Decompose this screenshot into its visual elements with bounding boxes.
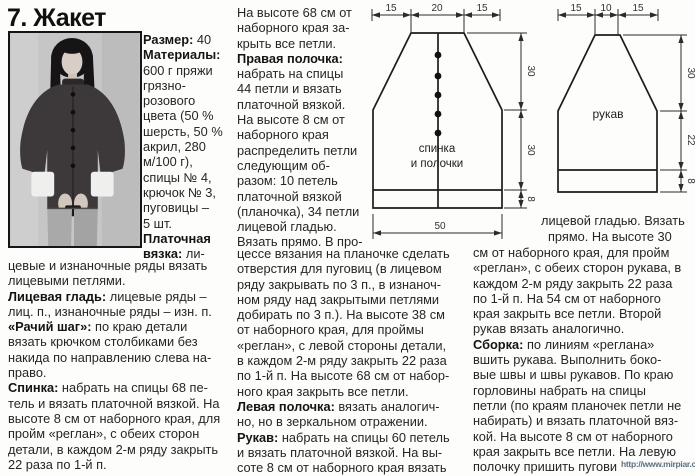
sleeve-dim-right-1: 30 [685,67,695,79]
crab-stitch-label: «Рачий шаг»: [8,319,92,335]
body-dim-top-mid: 20 [431,3,443,14]
face [61,48,83,76]
body-dim-arrows [372,12,524,236]
sleeve-dim-lines [557,9,687,193]
sleeve-and-assembly-block: см от наборного края, для пройм «реглан»… [473,245,692,474]
stockinette-label: Лицевая гладь: [8,288,107,304]
materials-block: Размер: 40 Материалы: 600 г пряжи грязно… [143,32,244,261]
sleeve-dim-right-2: 22 [685,134,695,146]
cuff-left [31,171,55,197]
back-label: Спинка: [8,380,59,396]
sleeve-cont-line1: лицевой гладью. Вязать [541,213,685,228]
size-value: 40 [196,32,212,47]
body-dim-top-right: 15 [476,3,488,14]
left-front-text: вязать аналогич- но, но в зеркальном отр… [237,398,440,430]
materials-label: Материалы: [143,47,221,63]
crab-stitch-text: по краю детали вязать крючком столбиками… [8,319,212,381]
body-dim-bottom: 50 [434,221,446,232]
sleeve-schematic-outline [557,34,658,193]
jacket-photo [8,31,142,248]
cuff-right [90,171,114,197]
sleeve-dim-top-mid: 10 [600,3,612,14]
assembly-text: по линиям «реглана» вшить рукава. Выполн… [473,336,682,475]
page-title: 7. Жакет [7,4,106,32]
body-dim-top-left: 15 [385,3,397,14]
back-text: набрать на спицы 68 пе- тель и вязать пл… [8,380,221,472]
right-front-text: набрать на спицы 44 петли и вязать плато… [237,66,363,250]
body-dim-right-1: 30 [525,65,536,77]
body-schematic-outline [372,32,503,209]
stitch-and-back-block: цевые и изнаночные ряды вязать лицевыми … [8,258,236,472]
watermark-url: http://www.mirpiar.com [620,459,695,469]
sleeve-schematic-label: рукав [592,107,623,121]
garter-stitch-start: ли- [182,246,205,262]
materials-text: 600 г пряжи грязно- розового цвета (50 %… [143,62,223,231]
body-schematic-label-2: и полочки [411,158,463,170]
body-dim-lines [371,9,527,239]
stockinette-text: лицевые ряды – лиц. п., изнаночные ряды … [8,288,212,319]
sleeve-dim-top-left: 15 [570,3,582,14]
body-dim-right-3: 8 [525,196,536,202]
right-front-wide-text: цессе вязания на планочке сделать отверс… [237,246,450,399]
sleeve-label: Рукав: [237,429,279,445]
button-dots [434,51,442,137]
jeans [47,208,73,246]
right-front-block: На высоте 68 см от наборного края за- кр… [237,5,373,250]
sleeve-dim-top-right: 15 [632,3,644,14]
fronts-and-sleeve-block: цессе вязания на планочке сделать отверс… [237,246,458,475]
sleeve-text: набрать на спицы 60 петель и вязать плат… [237,429,450,476]
garter-stitch-label: Платочная вязка: [143,230,211,262]
sleeve-cont-line2: прямо. На высоте 30 [548,229,672,244]
garter-stitch-cont: цевые и изнаночные ряды вязать лицевыми … [8,258,208,289]
assembly-label: Сборка: [473,336,524,352]
left-front-label: Левая полочка: [237,398,335,414]
back-end-text: На высоте 68 см от наборного края за- кр… [237,5,352,51]
jacket-photo-graphic [10,33,140,246]
right-front-label: Правая полочка: [237,50,343,66]
sleeve-dim-right-3: 8 [685,178,695,184]
sleeve-cont-text: см от наборного края, для пройм «реглан»… [473,245,682,337]
body-dim-right-2: 30 [525,144,536,156]
sleeve-dim-arrows [558,12,684,192]
size-label: Размер: [143,32,194,47]
body-schematic-label-1: спинка [419,143,456,155]
schematics-drawing: 15 20 15 30 30 8 50 спинка и полочки 15 … [371,3,695,239]
schematics: 15 20 15 30 30 8 50 спинка и полочки 15 … [360,0,695,250]
